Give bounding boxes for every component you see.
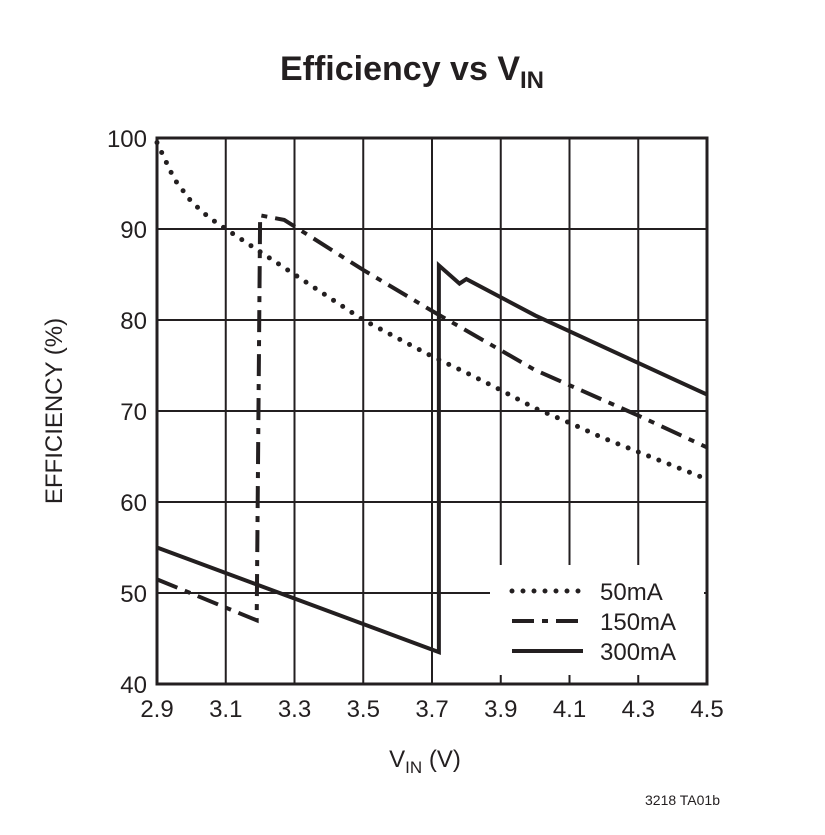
x-tick-label: 3.3 bbox=[278, 696, 311, 723]
x-tick-label: 4.5 bbox=[690, 696, 723, 723]
y-tick-label: 80 bbox=[120, 308, 147, 335]
y-tick-label: 90 bbox=[120, 217, 147, 244]
x-tick-label: 4.1 bbox=[553, 696, 586, 723]
legend-label: 50mA bbox=[600, 579, 663, 606]
series-150mA bbox=[156, 212, 708, 624]
x-axis-label: VIN (V) bbox=[389, 746, 461, 777]
tick-labels: 2.9 3.1 3.3 3.5 3.7 3.9 4.1 4.3 4.5 40 50 60 70 80 90 1… bbox=[107, 126, 724, 723]
plot-frame bbox=[155, 136, 709, 686]
y-tick-label: 50 bbox=[120, 581, 147, 608]
figure-code: 3218 TA01b bbox=[645, 792, 720, 808]
y-tick-label: 60 bbox=[120, 490, 147, 517]
series-300mA bbox=[156, 260, 708, 656]
series-50mA bbox=[154, 140, 710, 482]
y-tick-label: 40 bbox=[120, 672, 147, 699]
chart-title: Efficiency vs VIN bbox=[280, 50, 544, 94]
series-group bbox=[154, 140, 710, 656]
y-tick-label: 100 bbox=[107, 126, 147, 153]
legend-label: 300mA bbox=[600, 639, 676, 666]
legend-label: 150mA bbox=[600, 609, 676, 636]
x-tick-label: 3.7 bbox=[415, 696, 448, 723]
x-tick-label: 3.1 bbox=[209, 696, 242, 723]
x-tick-label: 3.5 bbox=[347, 696, 380, 723]
x-tick-label: 4.3 bbox=[622, 696, 655, 723]
legend: 50mA 150mA 300mA bbox=[490, 565, 704, 675]
grid bbox=[155, 136, 709, 686]
y-axis-label: EFFICIENCY (%) bbox=[41, 318, 68, 504]
x-tick-label: 3.9 bbox=[484, 696, 517, 723]
x-tick-label: 2.9 bbox=[140, 696, 173, 723]
y-tick-label: 70 bbox=[120, 399, 147, 426]
